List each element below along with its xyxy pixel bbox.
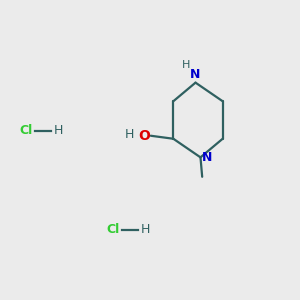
Text: H: H xyxy=(182,60,190,70)
Text: H: H xyxy=(124,128,134,141)
Text: Cl: Cl xyxy=(20,124,33,137)
Text: H: H xyxy=(54,124,63,137)
Text: N: N xyxy=(202,151,212,164)
Text: Cl: Cl xyxy=(106,223,120,236)
Text: O: O xyxy=(138,129,150,143)
Text: H: H xyxy=(141,223,150,236)
Text: N: N xyxy=(190,68,201,81)
